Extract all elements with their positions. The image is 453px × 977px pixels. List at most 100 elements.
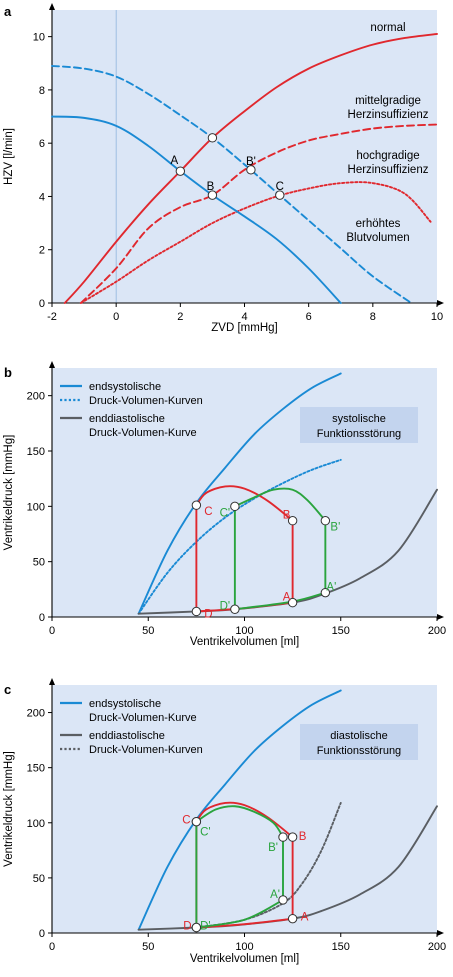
point-marker	[287, 913, 298, 924]
y-tick-label: 6	[39, 138, 45, 150]
annotation-text: diastolische Funktionsstörung	[317, 730, 401, 757]
panel-c: c 0 50 100 150 200 0 50 100 150 200 Ventrikelvolume…	[3, 678, 446, 965]
point-marker	[320, 516, 331, 526]
x-tick-label: 100	[235, 625, 253, 637]
point-marker	[230, 604, 240, 614]
y-tick-label: 4	[39, 191, 45, 203]
panel-label: c	[4, 682, 11, 697]
legend-line: endsystolische	[89, 698, 161, 710]
x-axis-title: ZVD [mmHg]	[211, 322, 277, 334]
point-label: B	[283, 510, 291, 522]
y-tick-label: 150	[27, 446, 45, 458]
x-tick-label: 200	[428, 941, 446, 953]
point-marker	[287, 597, 298, 608]
y-tick-label: 200	[27, 708, 45, 720]
x-tick-label: 8	[370, 311, 376, 323]
point-marker	[191, 922, 202, 933]
legend-line: Druck-Volumen-Kurve	[89, 712, 197, 724]
y-tick-label: 10	[33, 32, 45, 44]
curve-label: normal	[370, 22, 405, 34]
x-tick-label: 200	[428, 625, 446, 637]
x-tick-label: 10	[431, 311, 443, 323]
series-red-solid	[63, 33, 438, 304]
y-axis-title: Ventrikeldruck [mmHg]	[3, 435, 15, 551]
legend-line: Druck-Volumen-Kurven	[89, 744, 203, 756]
legend-text: enddiastolische Druck-Volumen-Kurve	[89, 413, 197, 439]
point-marker	[275, 190, 285, 200]
x-tick-label: 0	[113, 311, 119, 323]
legend-line: endsystolische	[89, 381, 161, 393]
y-axis-title: Ventrikeldruck [mmHg]	[3, 751, 15, 867]
y-axis-arrow	[49, 361, 55, 368]
curve-label-line: hochgradige	[356, 150, 419, 162]
curve-label: erhöhtes Blutvolumen	[346, 218, 409, 244]
y-tick-label: 2	[39, 245, 45, 257]
panel-label: a	[4, 4, 12, 19]
point-marker	[207, 133, 218, 143]
series-blue-solid	[137, 689, 342, 931]
point-label: C	[276, 181, 284, 193]
point-label: B'	[246, 156, 256, 168]
series-red-dashed	[79, 123, 438, 304]
point-marker	[175, 166, 186, 176]
curve-label: hochgradige Herzinsuffizienz	[348, 150, 429, 176]
point-label: B	[299, 831, 307, 843]
x-tick-label: 50	[142, 625, 154, 637]
series-green-solid	[195, 805, 284, 929]
y-tick-label: 100	[27, 818, 45, 830]
series-blue-solid	[51, 115, 342, 304]
curve-label-line: Herzinsuffizienz	[348, 109, 429, 121]
annotation-line: Funktionsstörung	[317, 745, 401, 757]
series-blue-solid	[137, 372, 342, 615]
x-axis-title: Ventrikelvolumen [ml]	[190, 953, 299, 965]
point-label: A	[283, 592, 291, 604]
legend-text: endsystolische Druck-Volumen-Kurve	[89, 698, 197, 724]
x-tick-label: 150	[332, 941, 350, 953]
y-tick-label: 200	[27, 391, 45, 403]
legend-text: enddiastolische Druck-Volumen-Kurven	[89, 730, 203, 756]
point-label: D'	[220, 600, 231, 612]
point-label: C	[182, 815, 190, 827]
annotation-text: systolische Funktionsstörung	[317, 413, 401, 440]
point-label: B'	[330, 522, 340, 534]
annotation-line: diastolische	[330, 730, 387, 742]
x-tick-label: 0	[49, 941, 55, 953]
point-label: A'	[270, 889, 280, 901]
point-label: B'	[268, 842, 278, 854]
y-axis-title: HZV [l/min]	[3, 128, 15, 185]
curve-label-line: mittelgradige	[355, 95, 421, 107]
series-blue-dotted	[137, 458, 342, 615]
y-tick-label: 150	[27, 763, 45, 775]
point-marker	[278, 895, 288, 905]
point-label: B	[207, 181, 215, 193]
x-tick-label: 4	[241, 311, 247, 323]
y-axis-arrow	[49, 3, 55, 10]
curve-label: mittelgradige Herzinsuffizienz	[348, 95, 429, 121]
point-label: D	[204, 608, 212, 620]
y-tick-label: 0	[39, 298, 45, 310]
series-blue-dashed	[51, 64, 413, 304]
curve-label-line: Herzinsuffizienz	[348, 164, 429, 176]
point-marker	[230, 501, 240, 512]
point-marker	[287, 516, 298, 526]
point-label: C	[204, 506, 212, 518]
point-marker	[191, 816, 202, 827]
legend-line: enddiastolische	[89, 730, 165, 742]
x-axis-title: Ventrikelvolumen [ml]	[190, 636, 299, 648]
legend-line: Druck-Volumen-Kurve	[89, 427, 197, 439]
curve-label-line: erhöhtes	[356, 218, 401, 230]
x-tick-label: 50	[142, 941, 154, 953]
point-marker	[246, 165, 256, 175]
curve-label-line: Blutvolumen	[346, 232, 409, 244]
x-tick-label: 100	[235, 941, 253, 953]
x-axis-arrow	[437, 300, 444, 306]
legend-line: Druck-Volumen-Kurven	[89, 395, 203, 407]
x-tick-label: 6	[306, 311, 312, 323]
point-label: D	[183, 920, 191, 932]
y-tick-label: 50	[33, 557, 45, 569]
legend-line: enddiastolische	[89, 413, 165, 425]
y-tick-label: 0	[39, 612, 45, 624]
x-tick-label: 150	[332, 625, 350, 637]
